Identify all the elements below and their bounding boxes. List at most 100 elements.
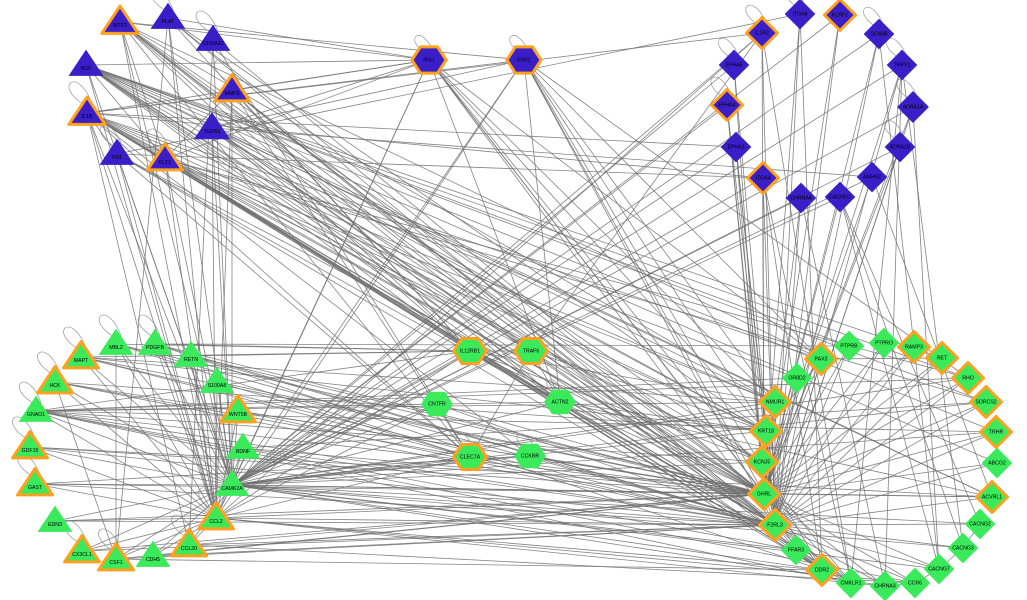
node-diamond[interactable]: [884, 131, 916, 163]
node-diamond[interactable]: [749, 414, 783, 448]
graph-node[interactable]: [824, 181, 856, 213]
graph-node[interactable]: [835, 567, 867, 599]
graph-node[interactable]: [97, 542, 135, 572]
node-hexagon[interactable]: [505, 45, 543, 75]
node-triangle[interactable]: [219, 394, 257, 424]
node-diamond[interactable]: [747, 477, 781, 511]
graph-node[interactable]: [758, 385, 792, 419]
graph-node[interactable]: [964, 508, 996, 540]
node-diamond[interactable]: [981, 447, 1013, 479]
graph-node[interactable]: [63, 534, 101, 564]
graph-node[interactable]: [137, 328, 173, 355]
graph-node[interactable]: [833, 330, 865, 362]
graph-node[interactable]: [863, 18, 895, 50]
node-diamond[interactable]: [758, 508, 792, 542]
node-triangle[interactable]: [68, 49, 104, 76]
graph-node[interactable]: [452, 443, 488, 471]
node-diamond[interactable]: [923, 553, 955, 585]
node-hexagon[interactable]: [513, 337, 549, 365]
graph-node[interactable]: [100, 4, 140, 35]
node-diamond[interactable]: [899, 567, 931, 599]
graph-node[interactable]: [16, 467, 54, 497]
node-triangle[interactable]: [100, 4, 140, 35]
node-diamond[interactable]: [720, 131, 752, 163]
graph-node[interactable]: [868, 327, 900, 359]
graph-node[interactable]: [784, 0, 816, 30]
graph-node[interactable]: [897, 330, 931, 364]
node-triangle[interactable]: [135, 540, 171, 567]
graph-node[interactable]: [410, 45, 448, 75]
node-diamond[interactable]: [886, 49, 918, 81]
node-triangle[interactable]: [170, 528, 208, 558]
node-triangle[interactable]: [67, 95, 107, 126]
node-triangle[interactable]: [214, 469, 250, 496]
node-diamond[interactable]: [833, 330, 865, 362]
node-diamond[interactable]: [979, 415, 1013, 449]
node-triangle[interactable]: [213, 73, 251, 103]
node-diamond[interactable]: [969, 385, 1003, 419]
graph-node[interactable]: [197, 501, 235, 531]
graph-node[interactable]: [823, 0, 857, 32]
node-hexagon[interactable]: [514, 443, 546, 469]
node-hexagon[interactable]: [421, 391, 453, 417]
graph-node[interactable]: [720, 131, 752, 163]
graph-node[interactable]: [194, 112, 230, 140]
graph-node[interactable]: [452, 337, 488, 365]
node-hexagon[interactable]: [410, 45, 448, 75]
node-triangle[interactable]: [150, 2, 186, 29]
graph-node[interactable]: [969, 385, 1003, 419]
graph-node[interactable]: [150, 2, 186, 29]
node-triangle[interactable]: [16, 467, 54, 497]
graph-node[interactable]: [780, 534, 812, 566]
node-hexagon[interactable]: [544, 389, 576, 415]
graph-node[interactable]: [219, 394, 257, 424]
graph-node[interactable]: [146, 142, 184, 172]
graph-node[interactable]: [99, 138, 135, 165]
node-triangle[interactable]: [146, 142, 184, 172]
graph-node[interactable]: [975, 480, 1009, 514]
node-diamond[interactable]: [780, 534, 812, 566]
graph-node[interactable]: [981, 447, 1013, 479]
node-triangle[interactable]: [18, 395, 54, 422]
graph-node[interactable]: [213, 73, 251, 103]
node-hexagon[interactable]: [452, 443, 488, 471]
graph-node[interactable]: [746, 161, 780, 195]
graph-node[interactable]: [718, 49, 750, 81]
node-triangle[interactable]: [37, 505, 73, 532]
node-diamond[interactable]: [869, 570, 901, 600]
node-diamond[interactable]: [823, 0, 857, 32]
graph-node[interactable]: [804, 342, 838, 376]
node-triangle[interactable]: [99, 138, 135, 165]
graph-node[interactable]: [884, 131, 916, 163]
node-diamond[interactable]: [856, 161, 888, 193]
node-triangle[interactable]: [36, 365, 74, 395]
node-diamond[interactable]: [710, 88, 744, 122]
node-triangle[interactable]: [225, 432, 261, 459]
graph-node[interactable]: [68, 49, 104, 76]
node-diamond[interactable]: [824, 181, 856, 213]
node-diamond[interactable]: [758, 385, 792, 419]
node-diamond[interactable]: [897, 330, 931, 364]
node-diamond[interactable]: [835, 567, 867, 599]
graph-node[interactable]: [886, 49, 918, 81]
graph-node[interactable]: [923, 553, 955, 585]
node-diamond[interactable]: [951, 361, 985, 395]
graph-node[interactable]: [18, 395, 54, 422]
graph-node[interactable]: [513, 337, 549, 365]
graph-node[interactable]: [785, 182, 817, 214]
graph-node[interactable]: [925, 341, 959, 375]
graph-node[interactable]: [11, 430, 49, 460]
graph-node[interactable]: [36, 365, 74, 395]
graph-node[interactable]: [98, 328, 134, 355]
node-triangle[interactable]: [199, 366, 235, 393]
node-diamond[interactable]: [868, 327, 900, 359]
node-diamond[interactable]: [925, 341, 959, 375]
node-triangle[interactable]: [98, 328, 134, 355]
node-diamond[interactable]: [781, 362, 813, 394]
graph-node[interactable]: [856, 161, 888, 193]
graph-node[interactable]: [62, 340, 100, 370]
graph-node[interactable]: [421, 391, 453, 417]
graph-node[interactable]: [805, 553, 839, 587]
